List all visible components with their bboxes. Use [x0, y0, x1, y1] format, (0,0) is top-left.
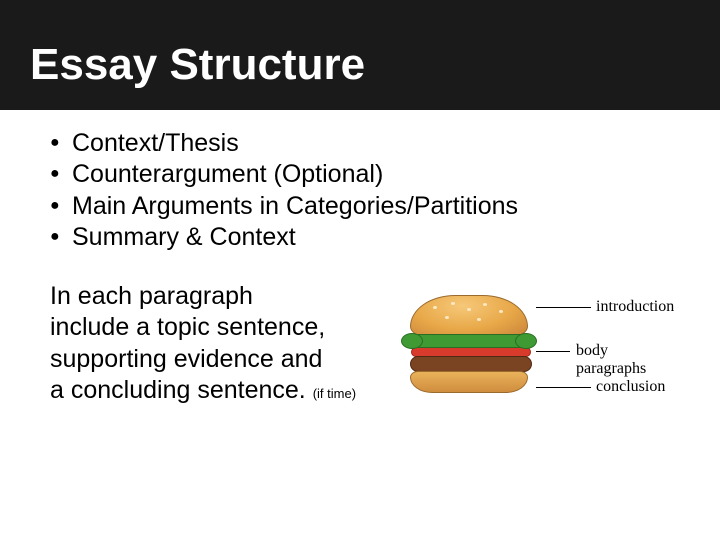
burger-icon [406, 295, 536, 393]
paragraph-block: In each paragraph include a topic senten… [50, 281, 370, 406]
bun-top [410, 295, 528, 337]
bullet-item: Context/Thesis [50, 128, 670, 159]
leader-line [536, 307, 591, 308]
paragraph-line: In each paragraph [50, 282, 253, 310]
bullet-list: Context/Thesis Counterargument (Optional… [50, 128, 670, 253]
diagram-label-conclusion: conclusion [596, 378, 665, 396]
paragraph-line: a concluding sentence. [50, 376, 306, 404]
leader-line [536, 351, 570, 352]
burger-diagram: introduction body paragraphs conclusion [386, 285, 670, 435]
bullet-item: Counterargument (Optional) [50, 159, 670, 190]
leader-line [536, 387, 591, 388]
bullet-item: Summary & Context [50, 222, 670, 253]
patty-layer [410, 356, 532, 372]
bullet-item: Main Arguments in Categories/Partitions [50, 191, 670, 222]
content-area: Context/Thesis Counterargument (Optional… [0, 110, 720, 435]
paragraph-line: supporting evidence and [50, 345, 322, 373]
diagram-label-body: body paragraphs [576, 342, 670, 378]
bun-bottom [410, 371, 528, 393]
lower-row: In each paragraph include a topic senten… [50, 281, 670, 435]
header-bar: Essay Structure [0, 0, 720, 110]
note-text: (if time) [313, 386, 356, 401]
page-title: Essay Structure [30, 40, 690, 90]
lettuce-layer [406, 334, 532, 348]
paragraph-line: include a topic sentence, [50, 313, 325, 341]
diagram-label-intro: introduction [596, 298, 674, 316]
